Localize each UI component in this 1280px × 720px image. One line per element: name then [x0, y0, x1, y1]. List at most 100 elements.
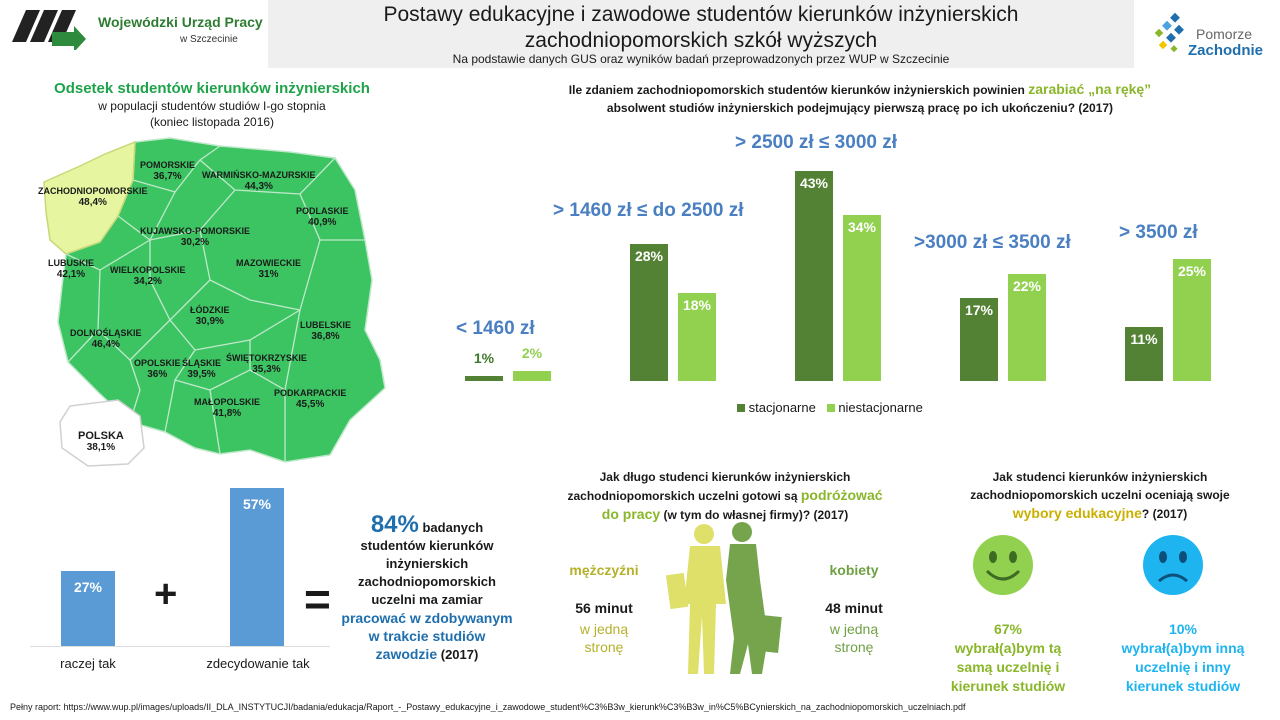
map-region-label: LUBELSKIE 36,8% [300, 320, 351, 342]
salary-category-label: > 1460 zł ≤ do 2500 zł [553, 200, 744, 221]
salary-bar [960, 297, 998, 381]
map-region-label: ŁÓDZKIE 30,9% [190, 305, 230, 327]
map-region-value: 39,5% [187, 369, 216, 380]
map-region-label: ŚLĄSKIE 39,5% [182, 358, 221, 380]
salary-bar [843, 214, 881, 381]
map-region-name: ŚLĄSKIE [182, 358, 222, 368]
brand-logo-icon [1154, 12, 1184, 53]
salary-bar [630, 244, 668, 381]
map-region-name: MAŁOPOLSKIE [194, 397, 261, 407]
legend-label-niestacjonarne: niestacjonarne [838, 400, 923, 415]
salary-question-accent: zarabiać „na rękę” [1028, 81, 1152, 97]
men-way: w jedną stronę [579, 621, 629, 655]
salary-bar-label: 1% [473, 350, 495, 367]
page-subtitle: Na podstawie danych GUS oraz wyników bad… [452, 52, 950, 66]
map-region-name: DOLNOŚLĄSKIE [70, 328, 142, 338]
travel-question: Jak długo studenci kierunków inżynierski… [567, 470, 883, 522]
map-poland-value: 38,1% [86, 442, 116, 453]
salary-category-label: > 2500 zł ≤ 3000 zł [735, 132, 898, 153]
map-region-label: WIELKOPOLSKIE 34,2% [110, 265, 186, 287]
map-border-line [209, 389, 221, 455]
map-region-label: POMORSKIE 36,7% [140, 160, 195, 182]
happy-face-icon [973, 535, 1033, 595]
salary-category-label: >3000 zł ≤ 3500 zł [914, 232, 1071, 253]
map-region-name: WIELKOPOLSKIE [110, 265, 186, 275]
map-region-value: 36,8% [311, 331, 340, 342]
salary-bar-label: 28% [634, 248, 664, 265]
header-bar [268, 0, 1134, 68]
salary-bar [465, 376, 503, 381]
sad-summary: 10% wybrał(a)bym inną uczelnię i inny ki… [1121, 621, 1245, 694]
salary-bar [1008, 273, 1046, 381]
map-poland-name: POLSKA [78, 430, 124, 442]
map-region-name: ŚWIĘTOKRZYSKIE [226, 353, 307, 363]
salary-bar-label: 25% [1177, 262, 1207, 279]
map-region-name: ŁÓDZKIE [190, 305, 230, 315]
map-region-name: LUBUSKIE [48, 258, 95, 268]
org-city: w Szczecinie [180, 34, 238, 45]
map-region-value: 36,7% [153, 171, 182, 182]
map-region-value: 34,2% [133, 276, 162, 287]
salary-bar [678, 293, 716, 381]
map-region-name: PODKARPACKIE [274, 388, 347, 398]
map-region-name: KUJAWSKO-POMORSKIE [140, 226, 251, 236]
map-region-value: 48,4% [78, 197, 107, 208]
map-border-line [174, 340, 251, 391]
work-category-label: raczej tak [60, 656, 116, 671]
commuters-icon [665, 522, 782, 674]
work-baseline [30, 646, 330, 647]
salary-bar-label: 22% [1012, 277, 1042, 294]
work-bar [61, 571, 115, 646]
map-region-value: 42,1% [56, 269, 86, 280]
salary-question: Ile zdaniem zachodniopomorskich studentó… [568, 81, 1152, 115]
salary-bar-label: 17% [964, 301, 994, 318]
men-time: 56 minut [575, 600, 633, 616]
map-region-value: 40,9% [308, 217, 337, 228]
map-region-value: 35,3% [252, 364, 281, 375]
map-region-label: PODKARPACKIE 45,5% [274, 388, 346, 410]
work-bar [230, 488, 284, 646]
salary-bar-label: 34% [847, 218, 877, 235]
salary-bar [1173, 258, 1211, 381]
plus-sign: + [154, 572, 178, 616]
map-border-line [199, 157, 336, 195]
map-region-label: DOLNOŚLĄSKIE 46,4% [70, 328, 142, 350]
work-category-label: zdecydowanie tak [206, 656, 310, 671]
sad-face-icon [1143, 535, 1203, 595]
brand-name-2: Zachodnie [1188, 42, 1264, 59]
wup-logo [8, 6, 88, 52]
map-border-line [132, 145, 221, 193]
salary-bar-label: 43% [799, 175, 829, 191]
map-region-value: 30,9% [195, 316, 224, 327]
map-region-value: 46,4% [91, 339, 120, 350]
map-region-label: LUBUSKIE 42,1% [48, 258, 94, 280]
footer-report-link[interactable]: Pełny raport: https://www.wup.pl/images/… [10, 702, 966, 712]
work-bar-label: 57% [242, 496, 272, 512]
choice-question: Jak studenci kierunków inżynierskich zac… [970, 470, 1230, 521]
legend-swatch-niestacjonarne [826, 404, 835, 412]
map-region-label: ŚWIĘTOKRZYSKIE 35,3% [226, 353, 307, 375]
work-big-percent: 84% [370, 511, 419, 538]
work-summary: 84% badanych studentów kierunków inżynie… [341, 511, 513, 663]
equals-sign: = [304, 573, 331, 625]
map-region-name: MAZOWIECKIE [236, 258, 301, 268]
salary-bar [513, 371, 551, 381]
map-region-label: MAŁOPOLSKIE 41,8% [194, 397, 260, 419]
map-region-name: ZACHODNIOPOMORSKIE [38, 186, 148, 196]
map-region-label: MAZOWIECKIE 31% [236, 258, 301, 280]
poland-summary-shape [59, 399, 145, 467]
legend-label-stacjonarne: stacjonarne [748, 400, 816, 415]
salary-bar-label: 18% [682, 297, 712, 314]
map-region-value: 30,2% [180, 237, 210, 248]
map-region-name: PODLASKIE [296, 206, 349, 216]
map-border-line [99, 239, 151, 271]
legend-swatch-stacjonarne [737, 404, 745, 412]
map-region-name: OPOLSKIE [134, 358, 181, 368]
map-region-label: PODLASKIE 40,9% [296, 206, 349, 228]
salary-category-label: < 1460 zł [456, 318, 535, 339]
map-region-value: 36% [147, 369, 168, 380]
women-time: 48 minut [825, 600, 883, 616]
salary-category-label: > 3500 zł [1119, 222, 1198, 243]
salary-legend: stacjonarne niestacjonarne [737, 400, 923, 415]
map-region-value: 31% [258, 269, 279, 280]
